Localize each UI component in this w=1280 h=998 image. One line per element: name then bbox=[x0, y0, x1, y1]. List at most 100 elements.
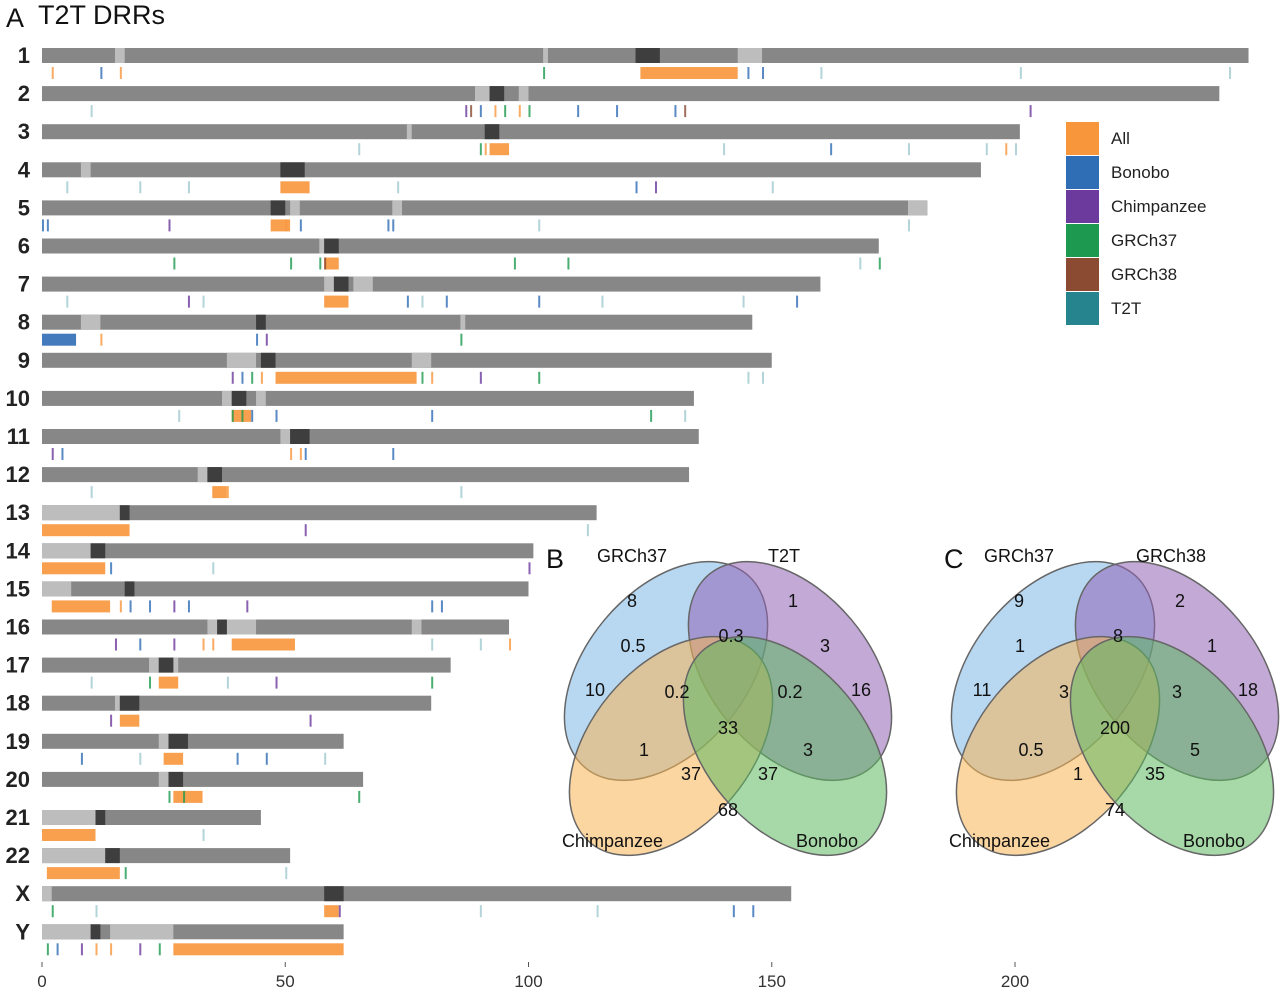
drr-tick-grch37 bbox=[538, 371, 541, 384]
drr-tick-bonobo bbox=[431, 409, 434, 422]
chromosome-band bbox=[110, 924, 174, 940]
drr-tick-grch37 bbox=[183, 790, 186, 803]
drr-tick-t2t bbox=[907, 219, 910, 232]
centromere bbox=[124, 581, 135, 597]
drr-tick-grch37 bbox=[290, 257, 293, 270]
chromosome-bar bbox=[42, 429, 699, 444]
chromosome-bar bbox=[42, 657, 451, 673]
chromosome-17: 17 bbox=[6, 653, 451, 689]
chromosome-band bbox=[173, 657, 179, 673]
drr-tick-t2t bbox=[431, 638, 434, 651]
drr-segment-all bbox=[173, 943, 344, 956]
legend: All Bonobo Chimpanzee GRCh37 GRCh38 T2T bbox=[1066, 122, 1206, 325]
drr-tick-chimpanzee bbox=[139, 943, 142, 956]
venn-set-label-t2t: T2T bbox=[768, 546, 800, 566]
drr-tick-bonobo bbox=[100, 67, 103, 79]
drr-tick-bonobo bbox=[796, 295, 799, 308]
drr-tick-chimpanzee bbox=[528, 562, 531, 575]
drr-tick-all bbox=[202, 638, 205, 651]
chromosome-13: 13 bbox=[6, 500, 597, 537]
chromosome-1: 1 bbox=[18, 43, 1249, 79]
chromosome-10: 10 bbox=[6, 386, 694, 422]
drr-tick-grch37 bbox=[241, 409, 244, 422]
centromere bbox=[260, 352, 276, 368]
venn-b: GRCh37 T2T Chimpanzee Bonobo 8 1 10 16 0.3 0.5 3 0.… bbox=[562, 546, 893, 857]
chromosome-label: 11 bbox=[7, 424, 30, 449]
drr-segment-all bbox=[51, 600, 111, 613]
chromosome-band bbox=[411, 352, 432, 368]
drr-segment-all bbox=[489, 143, 510, 156]
drr-tick-t2t bbox=[1015, 143, 1017, 156]
chromosome-label: 15 bbox=[6, 576, 30, 601]
venn-region-value: 200 bbox=[1100, 718, 1130, 738]
drr-tick-bonobo bbox=[431, 600, 434, 613]
chromosome-band bbox=[80, 162, 91, 178]
drr-tick-chimpanzee bbox=[338, 905, 341, 918]
drr-tick-t2t bbox=[859, 257, 862, 270]
drr-tick-t2t bbox=[421, 295, 424, 308]
chromosome-label: 4 bbox=[18, 157, 31, 182]
chromosome-bar bbox=[42, 200, 928, 216]
chromosome-5: 5 bbox=[18, 195, 928, 232]
legend-label: GRCh37 bbox=[1111, 231, 1177, 250]
chromosome-label: 19 bbox=[6, 729, 30, 754]
drr-tick-bonobo bbox=[56, 943, 59, 956]
venn-set-label-bonobo: Bonobo bbox=[796, 831, 858, 851]
drr-tick-bonobo bbox=[392, 448, 395, 460]
drr-tick-bonobo bbox=[110, 562, 113, 575]
drr-segment-all bbox=[640, 67, 738, 79]
drr-tick-grch37 bbox=[878, 257, 881, 270]
venn-region-value: 0.2 bbox=[777, 682, 802, 702]
chromosome-3: 3 bbox=[18, 119, 1020, 156]
drr-tick-t2t bbox=[1229, 67, 1232, 79]
drr-tick-bonobo bbox=[387, 219, 390, 232]
chromosome-bar bbox=[42, 238, 879, 254]
chromosome-bar bbox=[42, 467, 690, 483]
chromosome-label: 2 bbox=[18, 81, 30, 106]
drr-tick-bonobo bbox=[577, 105, 580, 118]
drr-tick-chimpanzee bbox=[654, 181, 657, 194]
chromosome-16: 16 bbox=[6, 615, 512, 651]
drr-tick-chimpanzee bbox=[187, 295, 190, 308]
drr-tick-grch37 bbox=[319, 257, 322, 270]
drr-tick-grch37 bbox=[173, 257, 176, 270]
venn-region-value: 37 bbox=[758, 764, 778, 784]
drr-tick-t2t bbox=[742, 295, 745, 308]
chromosome-bar bbox=[42, 733, 344, 749]
chromosome-band bbox=[290, 200, 300, 216]
chromosome-band bbox=[42, 848, 106, 864]
chromosome-band bbox=[392, 200, 403, 216]
drr-tick-grch37 bbox=[567, 257, 570, 270]
drr-tick-grch37 bbox=[479, 143, 482, 156]
drr-tick-grch37 bbox=[543, 67, 546, 79]
venn-region-value: 3 bbox=[1059, 682, 1069, 702]
drr-tick-bonobo bbox=[830, 143, 833, 156]
drr-tick-grch37 bbox=[124, 867, 127, 880]
venn-set-label-grch38: GRCh38 bbox=[1136, 546, 1206, 566]
drr-tick-bonobo bbox=[479, 105, 482, 118]
legend-entry-grch37: GRCh37 bbox=[1066, 224, 1177, 257]
chromosome-band bbox=[226, 619, 257, 635]
drr-tick-t2t bbox=[586, 524, 589, 537]
drr-tick-chimpanzee bbox=[80, 943, 83, 956]
legend-entry-bonobo: Bonobo bbox=[1066, 156, 1170, 189]
drr-tick-bonobo bbox=[241, 371, 244, 384]
drr-tick-all bbox=[484, 143, 487, 156]
venn-region-value: 9 bbox=[1014, 591, 1024, 611]
chromosome-9: 9 bbox=[18, 348, 772, 384]
drr-tick-all bbox=[299, 448, 302, 460]
drr-tick-all bbox=[95, 943, 98, 956]
drr-tick-t2t bbox=[202, 829, 205, 841]
drr-tick-all bbox=[51, 67, 54, 79]
drr-tick-t2t bbox=[212, 562, 215, 575]
drr-tick-t2t bbox=[358, 143, 361, 156]
drr-segment-all bbox=[324, 295, 349, 308]
centromere bbox=[280, 162, 305, 178]
drr-tick-bonobo bbox=[406, 295, 409, 308]
drr-tick-bonobo bbox=[275, 409, 278, 422]
drr-tick-bonobo bbox=[616, 105, 619, 118]
drr-tick-t2t bbox=[397, 181, 400, 194]
venn-region-value: 68 bbox=[718, 800, 738, 820]
